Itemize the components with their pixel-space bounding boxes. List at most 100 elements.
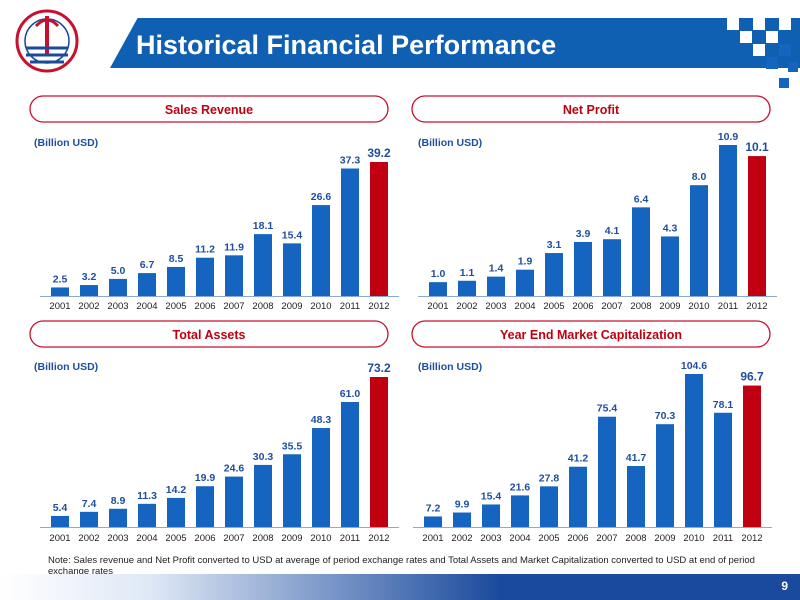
bar-2001 bbox=[429, 282, 447, 296]
bar-2012 bbox=[370, 162, 388, 296]
value-label-2008: 41.7 bbox=[626, 452, 647, 464]
value-label-2011: 61.0 bbox=[340, 388, 361, 400]
bar-2001 bbox=[51, 515, 69, 527]
value-label-2010: 26.6 bbox=[311, 191, 332, 203]
chart-title-pill bbox=[29, 95, 389, 123]
bar-2009 bbox=[283, 454, 301, 527]
bar-2002 bbox=[80, 511, 98, 527]
chart-panel-4: Year End Market Capitalization (Billion U… bbox=[411, 320, 772, 544]
value-label-2009: 4.3 bbox=[663, 222, 678, 234]
value-label-2003: 15.4 bbox=[481, 490, 502, 502]
bar-2002 bbox=[80, 285, 98, 296]
x-tick-label-2002: 2002 bbox=[456, 301, 477, 312]
bar-2003 bbox=[109, 508, 127, 527]
bar-2002 bbox=[453, 512, 471, 527]
x-tick-label-2011: 2011 bbox=[340, 301, 360, 312]
chart-title: Year End Market Capitalization bbox=[500, 328, 682, 342]
bar-2004 bbox=[138, 503, 156, 527]
bar-2008 bbox=[254, 464, 272, 527]
bar-2007 bbox=[225, 476, 243, 527]
bar-2006 bbox=[196, 257, 214, 296]
value-label-2006: 3.9 bbox=[576, 228, 591, 240]
value-label-2011: 37.3 bbox=[340, 154, 361, 166]
company-logo bbox=[15, 9, 79, 73]
page-number: 9 bbox=[781, 579, 788, 593]
value-label-2007: 75.4 bbox=[597, 403, 618, 415]
bar-2007 bbox=[603, 239, 621, 296]
value-label-2005: 27.8 bbox=[539, 472, 560, 484]
header-band bbox=[110, 18, 800, 68]
x-tick-label-2006: 2006 bbox=[567, 533, 588, 544]
value-label-2012: 39.2 bbox=[367, 146, 391, 160]
footnote: Note: Sales revenue and Net Profit conve… bbox=[48, 555, 755, 577]
value-label-2012: 73.2 bbox=[367, 361, 391, 375]
value-label-2008: 6.4 bbox=[634, 193, 649, 205]
x-tick-label-2010: 2010 bbox=[310, 533, 331, 544]
value-label-2010: 48.3 bbox=[311, 414, 332, 426]
bar-2009 bbox=[656, 424, 674, 527]
x-tick-label-2003: 2003 bbox=[107, 533, 128, 544]
x-tick-label-2007: 2007 bbox=[596, 533, 617, 544]
page-title: Historical Financial Performance bbox=[136, 30, 557, 60]
value-label-2009: 70.3 bbox=[655, 410, 676, 422]
value-label-2010: 8.0 bbox=[692, 171, 707, 183]
chart-panel-2: Net Profit (Billion USD) 1.0 2001 1.1 2002 1.4… bbox=[411, 95, 777, 312]
bar-2006 bbox=[574, 241, 592, 296]
bar-2003 bbox=[487, 276, 505, 296]
chart-title: Total Assets bbox=[173, 328, 246, 342]
bar-2012 bbox=[743, 385, 761, 527]
x-tick-label-2005: 2005 bbox=[538, 533, 559, 544]
x-tick-label-2012: 2012 bbox=[368, 533, 389, 544]
x-tick-label-2007: 2007 bbox=[223, 301, 244, 312]
x-tick-label-2001: 2001 bbox=[427, 301, 448, 312]
value-label-2009: 35.5 bbox=[282, 440, 303, 452]
value-label-2009: 15.4 bbox=[282, 229, 303, 241]
x-tick-label-2008: 2008 bbox=[252, 301, 273, 312]
x-tick-label-2004: 2004 bbox=[136, 301, 157, 312]
value-label-2002: 7.4 bbox=[82, 498, 97, 510]
x-tick-label-2001: 2001 bbox=[49, 533, 70, 544]
bar-2012 bbox=[748, 156, 766, 296]
value-label-2003: 8.9 bbox=[111, 495, 126, 507]
bar-2010 bbox=[690, 185, 708, 296]
x-tick-label-2010: 2010 bbox=[683, 533, 704, 544]
value-label-2001: 2.5 bbox=[53, 273, 68, 285]
chart-title-pill bbox=[411, 95, 771, 123]
value-label-2005: 8.5 bbox=[169, 253, 184, 265]
bar-2004 bbox=[138, 273, 156, 296]
bar-2008 bbox=[627, 466, 645, 527]
bar-2005 bbox=[167, 266, 185, 296]
value-label-2005: 3.1 bbox=[547, 239, 562, 251]
bar-2011 bbox=[341, 402, 359, 527]
x-tick-label-2001: 2001 bbox=[49, 301, 70, 312]
value-label-2001: 1.0 bbox=[431, 268, 446, 280]
bar-2008 bbox=[632, 207, 650, 296]
x-tick-label-2010: 2010 bbox=[688, 301, 709, 312]
x-tick-label-2003: 2003 bbox=[485, 301, 506, 312]
x-tick-label-2008: 2008 bbox=[252, 533, 273, 544]
x-tick-label-2009: 2009 bbox=[654, 533, 675, 544]
value-label-2011: 78.1 bbox=[713, 399, 734, 411]
value-label-2007: 24.6 bbox=[224, 463, 245, 475]
value-label-2012: 96.7 bbox=[740, 370, 764, 384]
bar-2003 bbox=[109, 278, 127, 296]
value-label-2003: 5.0 bbox=[111, 265, 126, 277]
chart-title-pill bbox=[29, 320, 389, 348]
x-tick-label-2008: 2008 bbox=[625, 533, 646, 544]
value-label-2006: 41.2 bbox=[568, 453, 589, 465]
bar-2007 bbox=[598, 416, 616, 527]
bar-2005 bbox=[540, 486, 558, 527]
footer-bar bbox=[0, 574, 800, 600]
x-tick-label-2003: 2003 bbox=[107, 301, 128, 312]
chart-unit-label: (Billion USD) bbox=[34, 361, 98, 373]
value-label-2003: 1.4 bbox=[489, 263, 504, 275]
value-label-2007: 11.9 bbox=[224, 241, 244, 253]
bar-2012 bbox=[370, 377, 388, 527]
value-label-2002: 9.9 bbox=[455, 499, 470, 511]
x-tick-label-2005: 2005 bbox=[165, 533, 186, 544]
x-tick-label-2002: 2002 bbox=[78, 533, 99, 544]
chart-title: Sales Revenue bbox=[165, 103, 253, 117]
value-label-2008: 18.1 bbox=[253, 220, 274, 232]
bar-2009 bbox=[283, 243, 301, 296]
